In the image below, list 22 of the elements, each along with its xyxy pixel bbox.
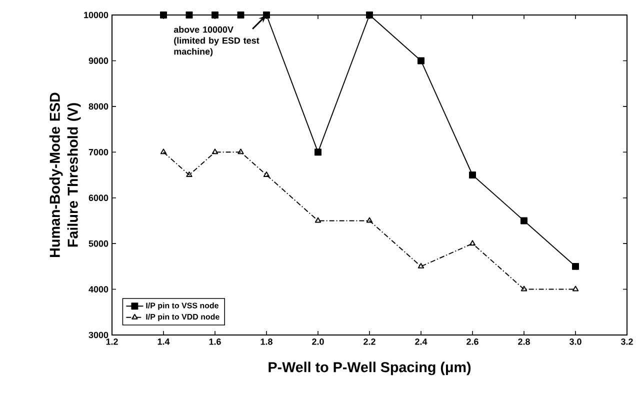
- x-tick-label: 3.2: [620, 338, 633, 345]
- x-axis-title: P-Well to P-Well Spacing (μm): [268, 362, 471, 376]
- x-tick-label: 2.2: [364, 338, 376, 345]
- y-tick-label: 5000: [88, 240, 108, 247]
- x-tick-label: 2.8: [518, 338, 530, 345]
- x-tick-label: 1.4: [158, 338, 170, 345]
- y-tick-label: 3000: [88, 332, 108, 338]
- y-tick-label: 7000: [88, 148, 108, 156]
- x-tick-label: 1.6: [209, 338, 221, 345]
- y-tick-label: 10000: [84, 12, 108, 18]
- x-tick-label: 1.2: [106, 338, 118, 345]
- x-tick-label: 2.0: [312, 338, 324, 345]
- y-tick-label: 8000: [88, 103, 108, 110]
- y-tick-label: 6000: [88, 194, 108, 202]
- y-tick-label: 9000: [88, 58, 108, 64]
- x-tick-label: 1.8: [260, 338, 272, 345]
- y-axis-title: Human-Body-Mode ESD Failure Threshold (V): [49, 92, 81, 257]
- annotation: above 10000V (limited by ESD test machine): [174, 26, 260, 56]
- x-tick-label: 2.6: [466, 338, 478, 345]
- y-tick-label: 4000: [88, 286, 108, 292]
- x-tick-label: 3.0: [569, 338, 582, 345]
- x-tick-label: 2.4: [415, 338, 428, 345]
